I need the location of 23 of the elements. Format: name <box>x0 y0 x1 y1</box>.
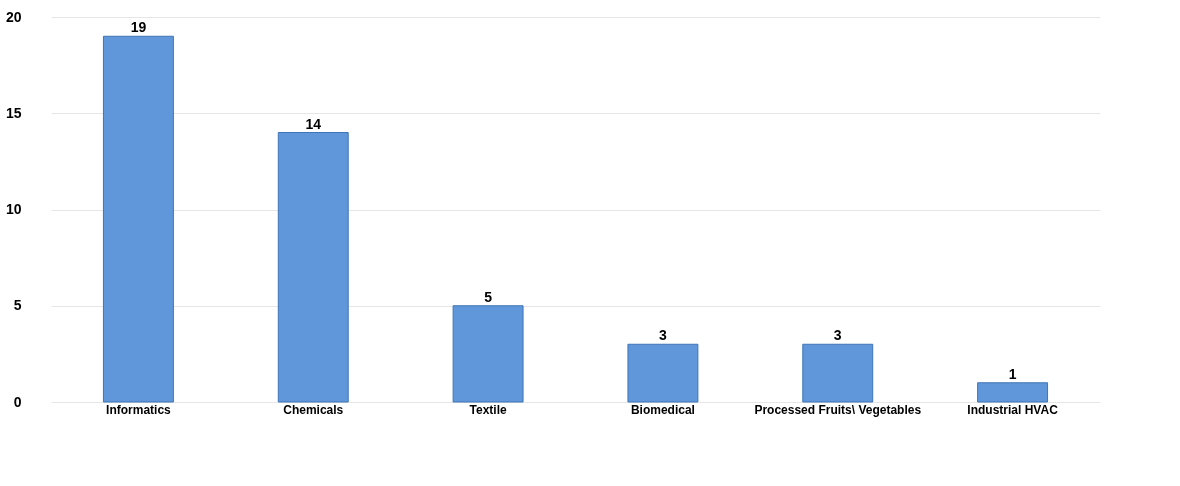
bar <box>802 343 874 403</box>
data-label: 1 <box>1008 365 1017 382</box>
x-tick-label: Chemicals <box>283 402 344 417</box>
x-tick-label: Informatics <box>106 402 172 417</box>
y-tick-label: 15 <box>5 104 22 121</box>
bar <box>102 35 174 403</box>
data-label: 19 <box>130 19 147 36</box>
y-tick-label: 20 <box>5 8 22 25</box>
x-tick-label: Biomedical <box>630 402 695 417</box>
data-label: 3 <box>833 327 842 344</box>
data-label: 14 <box>305 115 322 132</box>
x-tick-label: Processed Fruits\ Vegetables <box>754 402 922 417</box>
x-tick-label: Textile <box>469 402 507 417</box>
y-tick-label: 5 <box>13 297 22 314</box>
x-tick-label: Industrial HVAC <box>967 402 1059 417</box>
data-label: 3 <box>659 327 668 344</box>
bar <box>277 132 349 403</box>
bar <box>627 343 699 403</box>
y-tick-label: 0 <box>13 393 22 410</box>
data-label: 5 <box>484 288 493 305</box>
bar <box>977 382 1049 403</box>
bar <box>452 305 524 403</box>
y-tick-label: 10 <box>5 201 22 217</box>
